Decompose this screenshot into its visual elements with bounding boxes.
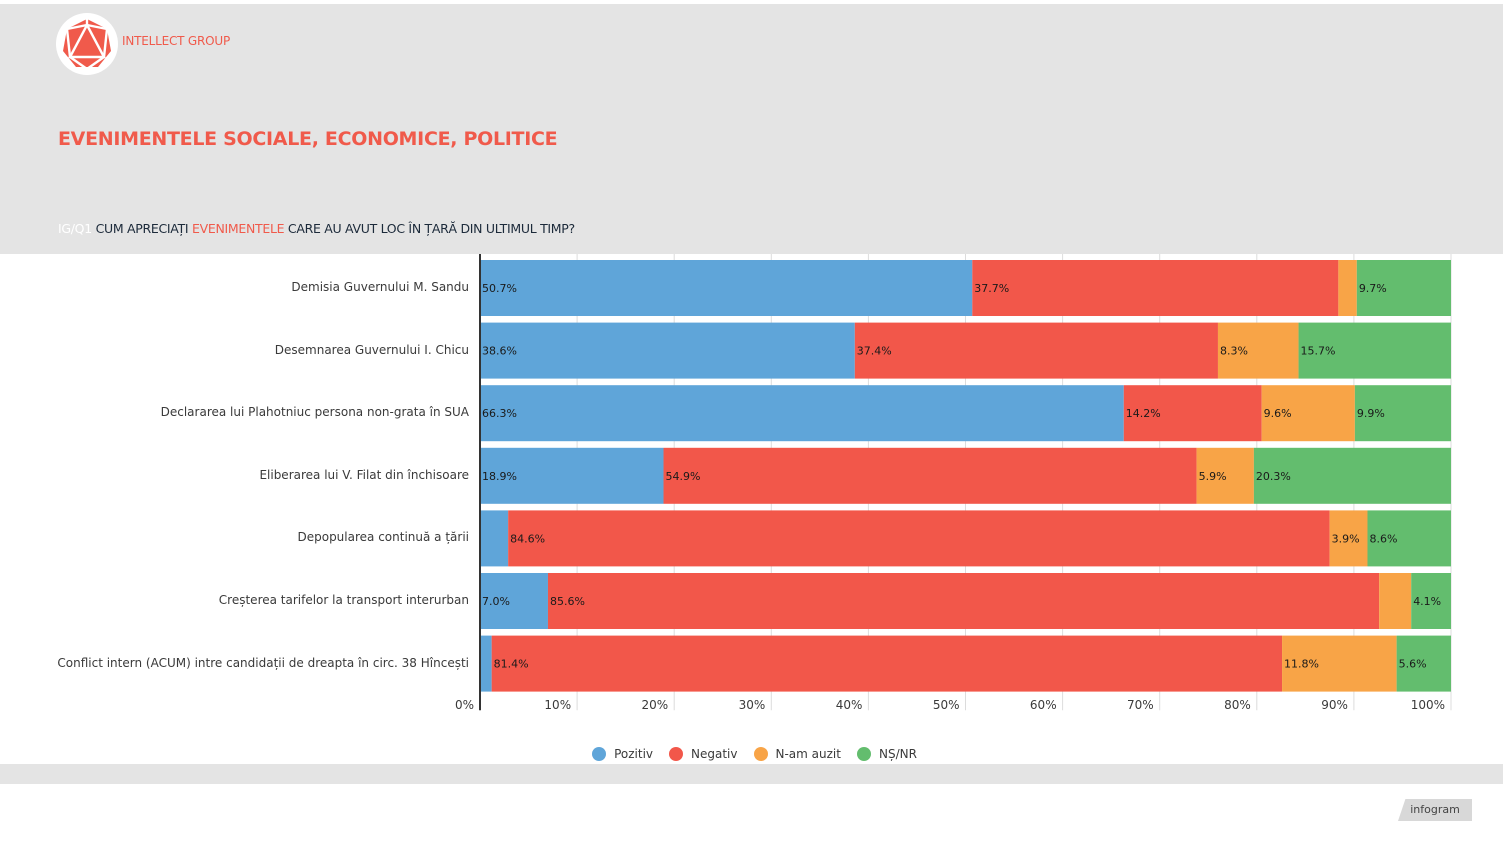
bar-segment-pozitiv[interactable] [480,447,664,504]
data-label: 8.3% [1220,345,1248,358]
bar-segment-pozitiv[interactable] [480,260,973,316]
data-label: 85.6% [550,595,585,608]
footer-band [0,764,1503,784]
data-label: 3.9% [1332,532,1360,545]
data-label: 37.7% [974,282,1009,295]
legend-dot-icon [592,747,607,761]
legend-dot-icon [856,747,871,761]
x-tick-label: 50% [932,698,960,713]
question-text-2: CARE AU AVUT LOC ÎN ȚARĂ DIN ULTIMUL TIM… [287,221,575,236]
x-tick-label: 0% [454,698,474,713]
infogram-badge[interactable]: infogram [1398,799,1472,821]
x-tick-label: 30% [738,698,766,713]
bar-segment-n-am-auzit[interactable] [1379,573,1412,629]
x-tick-label: 20% [641,698,669,713]
bar-segment-n-am-auzit[interactable] [1329,510,1368,567]
bar-segment-n-am-auzit[interactable] [1261,385,1355,442]
bar-segment-negativ[interactable] [854,322,1218,379]
intellect-group-logo [56,13,118,75]
category-label: Demisia Guvernului M. Sandu [291,280,469,294]
data-label: 38.6% [482,345,517,358]
data-label: 9.6% [1264,407,1292,420]
bar-segment-n-am-auzit[interactable] [1338,260,1357,316]
data-label: 14.2% [1126,407,1161,420]
category-label: Creșterea tarifelor la transport interur… [218,593,469,607]
bar-segment-n-nr[interactable] [1354,385,1451,442]
bar-segment-pozitiv[interactable] [480,322,855,379]
legend-label: N-am auzit [775,747,841,761]
bar-segment-n-nr[interactable] [1396,635,1451,692]
bar-segment-n-nr[interactable] [1356,260,1451,316]
legend-item[interactable]: Pozitiv [592,747,653,761]
bar-segment-n-nr[interactable] [1298,322,1451,379]
data-label: 11.8% [1284,658,1319,671]
data-label: 8.6% [1369,532,1397,545]
x-tick-label: 90% [1321,698,1348,713]
data-label: 5.9% [1199,470,1227,483]
data-label: 54.9% [666,470,701,483]
data-label: 18.9% [482,470,517,483]
data-label: 66.3% [482,407,517,420]
legend-item[interactable]: NȘ/NR [856,747,917,761]
data-label: 20.3% [1256,470,1291,483]
data-label: 37.4% [857,345,892,358]
legend-dot-icon [669,747,684,761]
brand-name: INTELLECT GROUP [122,34,231,48]
legend-label: Pozitiv [614,747,654,761]
legend-item[interactable]: Negativ [669,747,738,761]
data-label: 15.7% [1301,345,1336,358]
bar-segment-pozitiv[interactable] [480,573,548,629]
category-label: Conflict intern (ACUM) intre candidații … [57,655,469,670]
bar-segment-negativ[interactable] [972,260,1339,316]
bar-segment-n-am-auzit[interactable] [1282,635,1397,692]
x-tick-label: 70% [1127,698,1154,713]
question-highlight: EVENIMENTELE [192,221,285,236]
data-label: 9.9% [1357,407,1385,420]
chart-question: IG/Q1 CUM APRECIAȚI EVENIMENTELE CARE AU… [58,221,575,236]
x-tick-label: 60% [1029,698,1057,713]
icosahedron-icon [63,19,111,70]
bar-segment-n-am-auzit[interactable] [1196,447,1254,504]
question-text-1: CUM APRECIAȚI [95,221,189,236]
bar-segment-negativ[interactable] [491,635,1283,692]
category-label: Depopularea continuă a țării [297,530,469,545]
data-label: 84.6% [510,532,545,545]
data-label: 4.1% [1413,595,1441,608]
x-tick-label: 80% [1224,698,1251,713]
data-label: 9.7% [1359,282,1387,295]
header-band [0,4,1503,254]
category-label: Eliberarea lui V. Filat din închisoare [259,467,469,482]
bar-segment-negativ[interactable] [1123,385,1262,442]
x-tick-label: 40% [835,698,863,713]
bar-segment-n-nr[interactable] [1367,510,1451,567]
question-code: IG/Q1 [58,221,92,236]
legend-dot-icon [753,747,768,761]
x-tick-label: 10% [544,698,572,713]
data-label: 7.0% [482,595,510,608]
data-label: 5.6% [1399,658,1427,671]
data-label: 50.7% [482,282,517,295]
chart-canvas: 50.7% 37.7% 9.7% 38.6% 37.4% 8.3% 15.7% 66.3% 14… [479,254,1452,711]
bar-segment-pozitiv[interactable] [480,510,509,567]
bar-segment-n-am-auzit[interactable] [1217,322,1299,379]
bar-segment-negativ[interactable] [547,573,1380,629]
bar-segment-negativ[interactable] [508,510,1330,567]
category-label: Desemnarea Guvernului I. Chicu [274,342,469,357]
bar-segment-pozitiv[interactable] [480,635,492,692]
bar-segment-pozitiv[interactable] [480,385,1124,442]
x-tick-label: 100% [1410,698,1445,713]
bar-segment-negativ[interactable] [663,447,1197,504]
data-label: 81.4% [494,658,529,671]
legend-label: Negativ [691,747,738,761]
bar-segment-n-nr[interactable] [1253,447,1451,504]
stacked-bar-chart: 50.7% 37.7% 9.7% 38.6% 37.4% 8.3% 15.7% 66.3% 14… [0,254,1503,764]
legend-label: NȘ/NR [878,747,917,761]
bar-segment-n-nr[interactable] [1411,573,1451,629]
chart-legend: Pozitiv Negativ N-am auzit NȘ/NR [0,747,1503,761]
page-title: EVENIMENTELE SOCIALE, ECONOMICE, POLITIC… [58,128,558,150]
category-label: Declararea lui Plahotniuc persona non-gr… [160,405,469,420]
legend-item[interactable]: N-am auzit [753,747,841,761]
